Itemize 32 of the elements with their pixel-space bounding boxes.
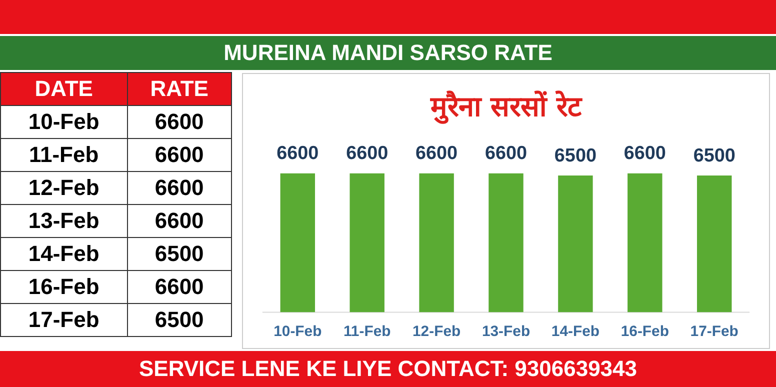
text: SERVICE LENE KE LIYE CONTACT: 9306639343 [0,351,776,387]
x-tick-label: 14-Feb [551,324,600,340]
category-label: 14-Feb [28,241,100,266]
text: DATE [0,72,128,106]
chart-subtitle: MUREINA MANDI SARSO RATE [0,36,776,70]
text: 6600 [154,175,204,200]
text: 6600 [154,142,204,167]
data-label: 6500 [693,145,736,166]
x-tick-label: 12-Feb [412,324,461,340]
category-label: 12-Feb [28,175,100,200]
data-label: 6600 [276,143,319,164]
category-label: 16-Feb [28,274,100,299]
data-label: 6600 [484,143,528,164]
data-label: 6600 [346,143,388,164]
text: 6500 [154,241,204,266]
x-tick-label: 16-Feb [620,324,669,340]
data-label: 6600 [416,143,458,164]
x-tick-label: 17-Feb [690,324,738,340]
text: 6600 [154,109,204,134]
text: 6500 [154,307,204,332]
category-label: 11-Feb [28,142,99,167]
x-tick-label: 13-Feb [482,324,530,340]
category-label: 13-Feb [28,208,100,233]
chart-title: मुरैना सरसों रेट [430,90,582,124]
x-tick-label: 11-Feb [343,324,391,340]
data-label: 6500 [554,145,596,166]
text: 6600 [154,208,204,233]
data-label: 6600 [624,143,666,164]
text: 6600 [154,274,204,299]
category-label: 10-Feb [28,109,100,134]
text: RATE [127,72,232,106]
x-tick-label: 10-Feb [274,324,322,340]
